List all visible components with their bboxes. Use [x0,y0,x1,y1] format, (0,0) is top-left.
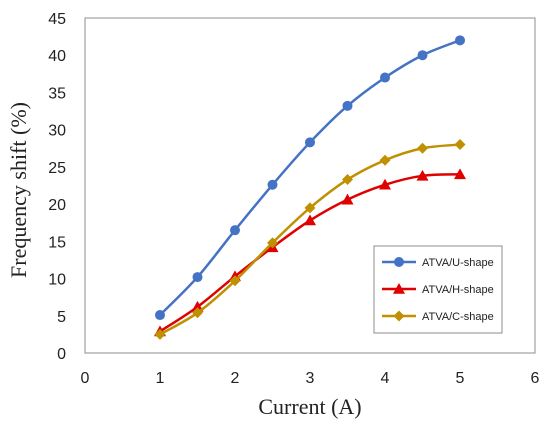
x-axis-title: Current (A) [258,394,361,419]
plot-frame [84,17,536,354]
x-tick-label: 6 [531,370,540,387]
data-point [191,300,204,312]
legend-item: ATVA/C-shape [382,310,494,323]
data-point [267,179,278,190]
y-tick-label: 20 [48,197,66,214]
data-point [305,137,315,148]
legend-swatch-marker [393,310,405,322]
y-axis-title: Frequency shift (%) [6,102,31,278]
series-group [154,35,466,340]
legend-label: ATVA/C-shape [422,311,494,323]
data-point [155,310,165,321]
series-1 [155,35,465,321]
data-point [342,174,353,186]
x-tick-label: 5 [456,370,465,387]
legend-swatch-marker [394,257,404,267]
data-point [154,328,166,340]
x-tick-label: 2 [231,370,240,387]
axes [84,17,536,354]
data-point [192,272,203,283]
legend-item: ATVA/H-shape [382,283,494,296]
data-point [379,178,391,190]
data-point [304,202,316,214]
y-tick-label: 30 [48,123,66,140]
data-point [342,100,353,111]
x-tick-label: 0 [81,370,90,387]
y-tick-label: 15 [48,234,66,251]
x-tick-label: 3 [306,370,315,387]
y-tick-label: 25 [48,160,66,177]
y-tick-label: 5 [57,309,66,326]
x-tick-label: 1 [156,370,165,387]
data-point [192,307,203,319]
data-point [454,139,466,151]
data-point [417,50,428,61]
data-point [304,214,316,226]
legend: ATVA/U-shape ATVA/H-shape ATVA/C-shape [373,245,503,334]
data-point [229,275,241,287]
data-point [455,35,465,46]
legend-swatch-marker [393,283,405,294]
y-tick-label: 40 [48,48,66,65]
y-tick-label: 0 [57,346,66,363]
legend-label: ATVA/U-shape [422,257,494,269]
data-point [379,154,391,166]
x-tick-label: 4 [381,370,390,387]
data-point [230,225,240,236]
data-point [341,193,354,205]
y-tick-label: 10 [48,272,66,289]
y-tick-label: 45 [48,11,66,28]
data-point [380,72,390,83]
y-tick-label: 35 [48,85,66,102]
legend-label: ATVA/H-shape [422,284,494,296]
series-3 [154,139,466,340]
data-point [267,237,278,249]
data-point [454,168,466,180]
data-point [416,169,429,181]
data-point [417,142,428,154]
legend-item: ATVA/U-shape [382,257,494,269]
